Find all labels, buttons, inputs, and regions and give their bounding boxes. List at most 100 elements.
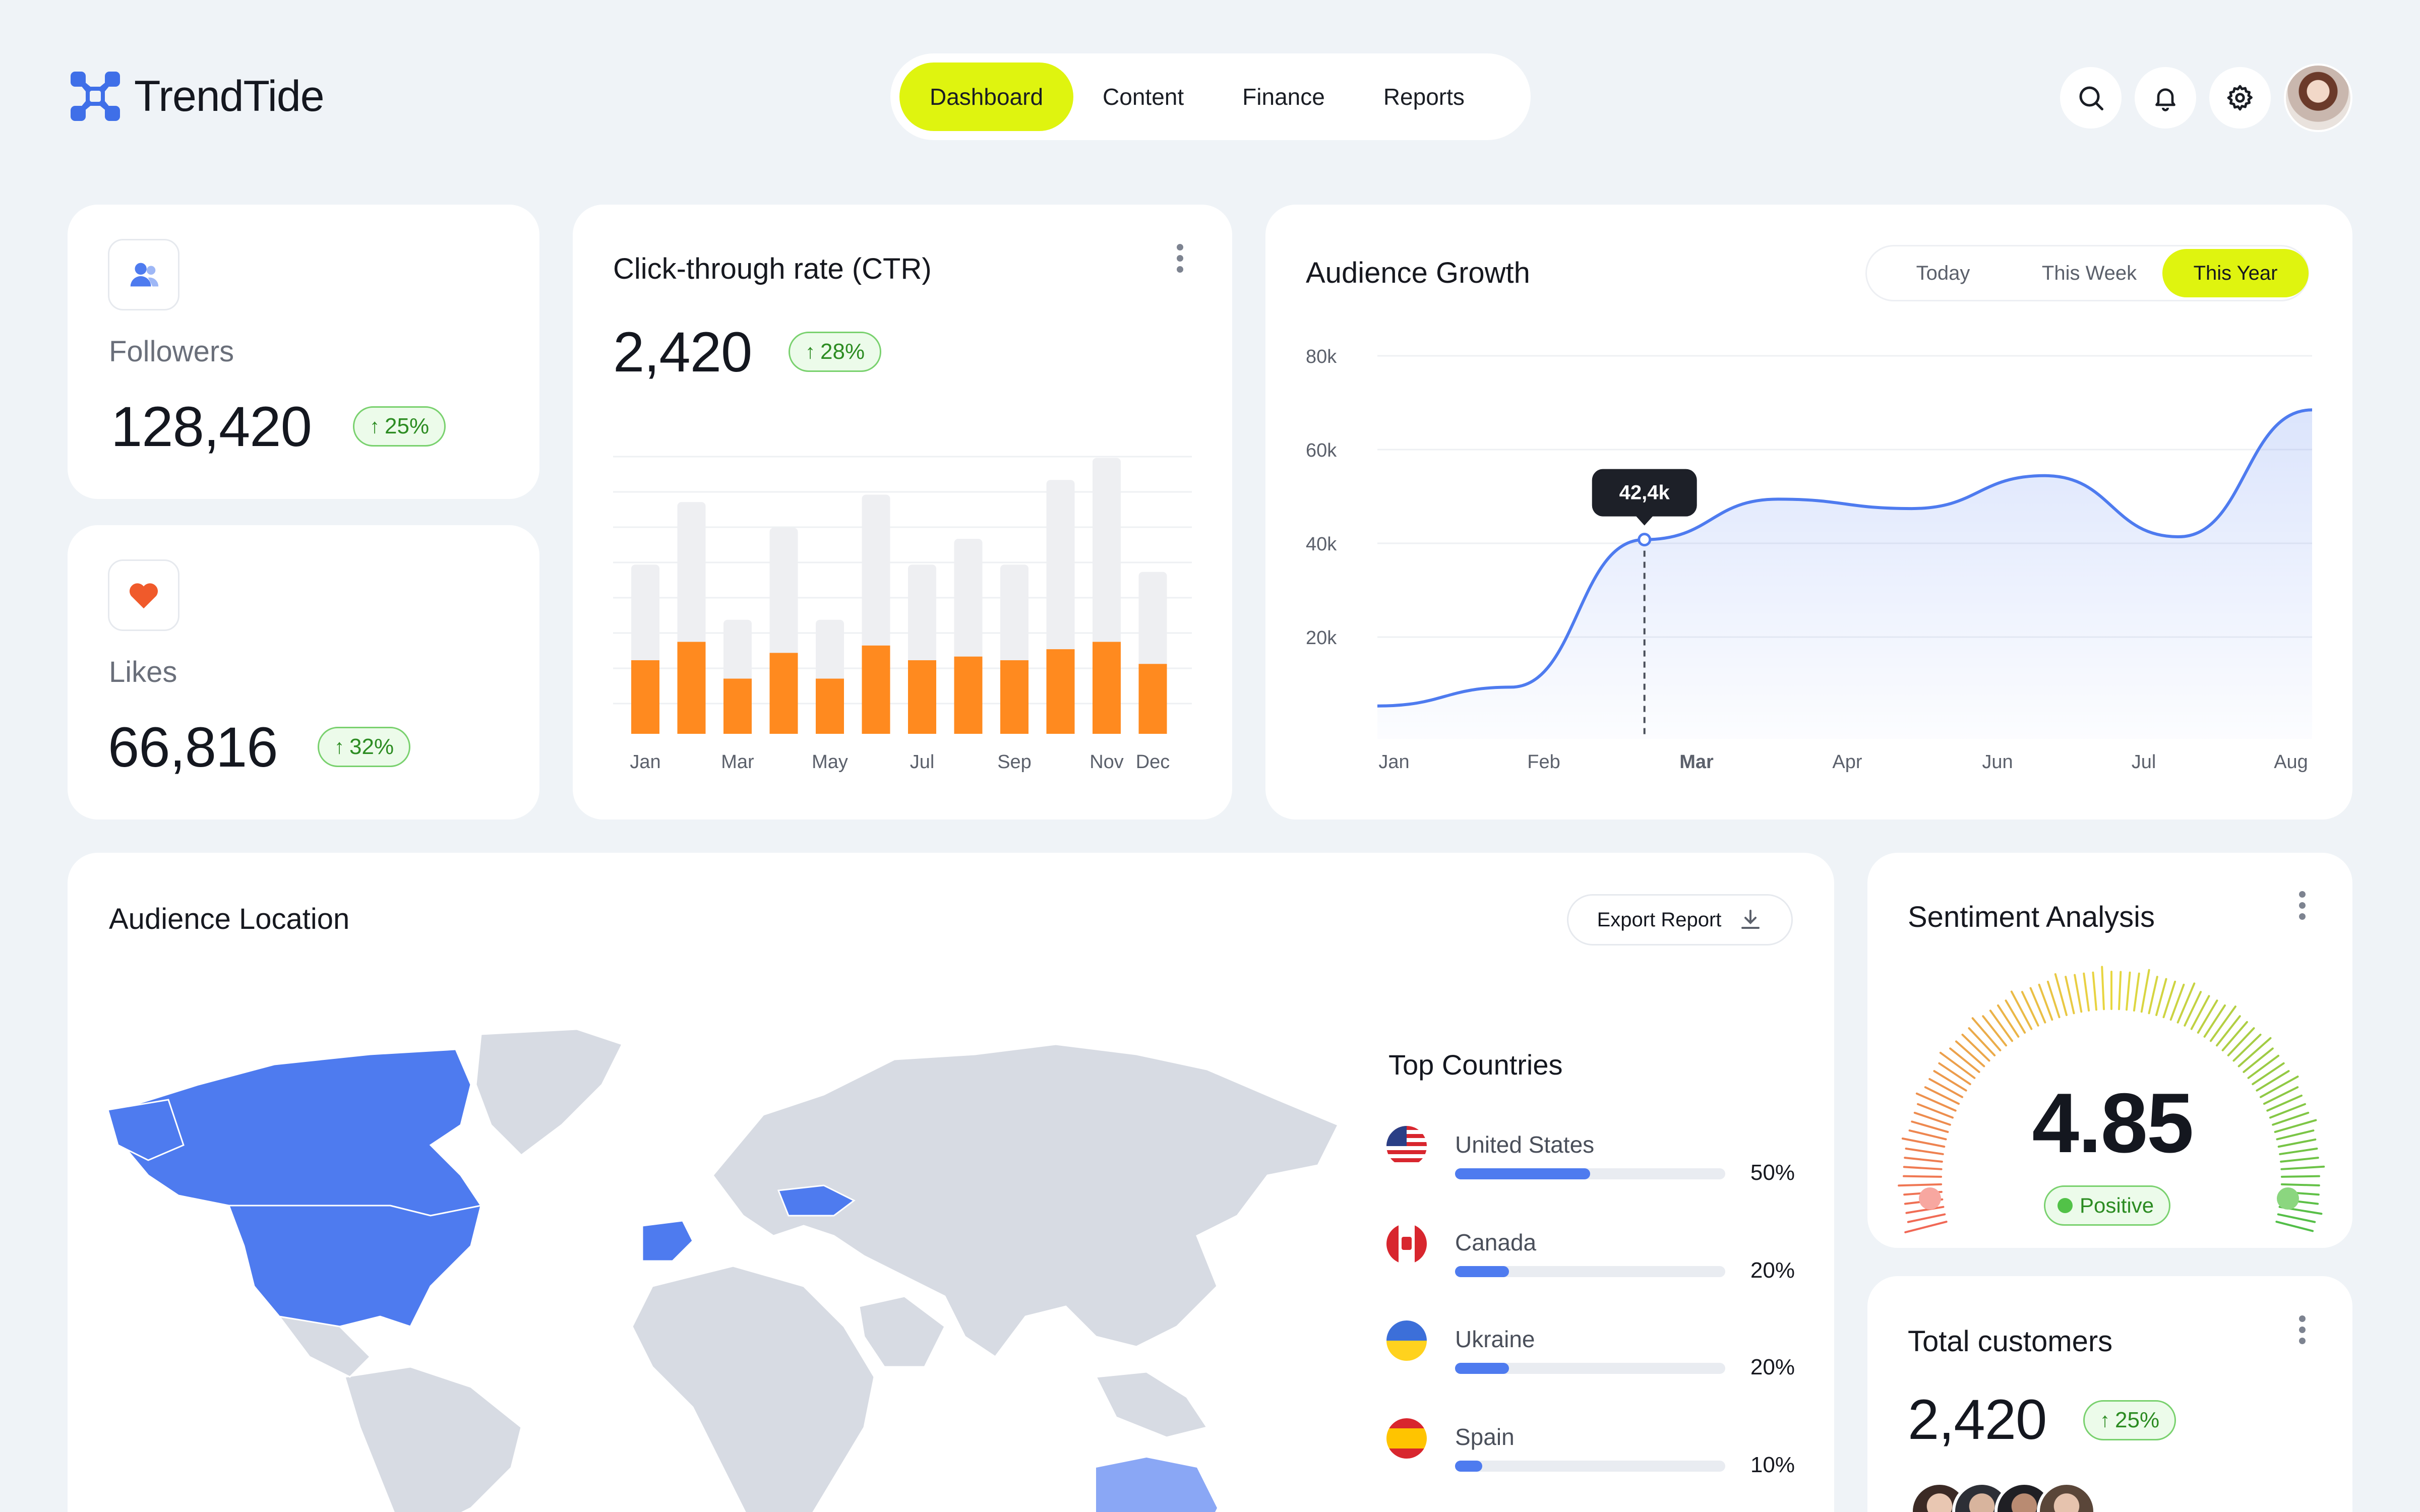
total-customers-more-button[interactable] bbox=[2299, 1315, 2306, 1344]
ctr-x-tick-label: Jan bbox=[630, 751, 660, 773]
ctr-value: 2,420 bbox=[613, 321, 752, 384]
search-button[interactable] bbox=[2060, 67, 2122, 129]
likes-value: 66,816 bbox=[108, 716, 278, 779]
gauge-tick bbox=[2190, 995, 2210, 1030]
heart-icon bbox=[129, 583, 158, 609]
ctr-bar-value bbox=[862, 645, 890, 734]
usa-shape bbox=[227, 1205, 482, 1328]
users-icon bbox=[130, 263, 159, 287]
sentiment-more-button[interactable] bbox=[2299, 891, 2306, 920]
gauge-tick bbox=[1905, 1147, 1944, 1155]
gauge-tick bbox=[1996, 1004, 2020, 1038]
gauge-tick bbox=[1915, 1092, 1957, 1112]
country-name: United States bbox=[1455, 1131, 1595, 1158]
notifications-button[interactable] bbox=[2135, 67, 2196, 129]
sentiment-card: Sentiment Analysis bbox=[1867, 853, 2352, 1248]
sad-face-icon bbox=[1919, 1187, 1941, 1210]
gauge-tick bbox=[1968, 1027, 1996, 1056]
ctr-bar-value bbox=[908, 660, 936, 734]
likes-icon-box bbox=[108, 559, 179, 631]
likes-change-badge: ↑ 32% bbox=[318, 727, 411, 767]
gauge-tick bbox=[1982, 1015, 2008, 1047]
gauge-tick bbox=[2277, 1138, 2317, 1148]
ctr-change-badge: ↑ 28% bbox=[789, 332, 882, 372]
gauge-tick bbox=[2279, 1147, 2318, 1155]
tab-finance[interactable]: Finance bbox=[1242, 84, 1325, 110]
likes-label: Likes bbox=[109, 656, 177, 688]
gauge-tick bbox=[2184, 991, 2202, 1027]
gauge-tick bbox=[2247, 1054, 2280, 1079]
gauge-tick bbox=[1961, 1033, 1990, 1062]
gauge-tick bbox=[2269, 1103, 2306, 1119]
gauge-tick bbox=[2272, 1111, 2310, 1126]
gauge-tick bbox=[2252, 1062, 2285, 1086]
audience-growth-area-chart: 80k 60k 40k 20k Jan Feb Mar Apr Jun Jul Aug 42,4k bbox=[1306, 346, 2313, 773]
country-pct: 20% bbox=[1750, 1355, 1795, 1379]
ctr-bar-value bbox=[1093, 642, 1121, 734]
gauge-tick bbox=[1904, 1157, 1943, 1163]
gauge-tick bbox=[2277, 1213, 2316, 1223]
gauge-tick bbox=[1904, 1221, 1948, 1233]
trendtide-logo-icon bbox=[71, 72, 120, 121]
ctr-bar-value bbox=[1046, 649, 1075, 734]
followers-change: 25% bbox=[385, 414, 430, 438]
app-logo[interactable]: TrendTide bbox=[68, 69, 325, 124]
country-bar-track bbox=[1455, 1168, 1725, 1179]
x-tick-label: Feb bbox=[1527, 751, 1560, 773]
settings-button[interactable] bbox=[2209, 67, 2271, 129]
export-report-button[interactable]: Export Report bbox=[1567, 894, 1793, 946]
ctr-more-button[interactable] bbox=[1177, 244, 1184, 273]
gauge-tick bbox=[2054, 973, 2068, 1016]
gauge-tick bbox=[1913, 1111, 1951, 1126]
tab-content[interactable]: Content bbox=[1103, 84, 1184, 110]
audience-growth-card: Audience Growth 80k 60k 40k 20k Jan Feb Mar Apr… bbox=[1265, 205, 2352, 820]
followers-change-badge: ↑ 25% bbox=[353, 406, 446, 447]
arrow-up-icon: ↑ bbox=[2100, 1409, 2110, 1431]
ctr-bar-value bbox=[769, 653, 798, 734]
gauge-tick bbox=[2256, 1070, 2290, 1092]
range-this-week[interactable]: This Week bbox=[2041, 262, 2137, 284]
spain-flag-icon bbox=[1386, 1418, 1427, 1459]
likes-change: 32% bbox=[349, 734, 394, 759]
ctr-x-tick-label: May bbox=[812, 751, 848, 773]
ctr-bar-chart: Jan Mar May Jul Sep Nov Dec bbox=[613, 456, 1192, 773]
total-customers-title: Total customers bbox=[1908, 1325, 2113, 1358]
tab-dashboard[interactable]: Dashboard bbox=[899, 62, 1074, 131]
gauge-tick bbox=[1955, 1040, 1985, 1067]
y-tick-label: 20k bbox=[1306, 627, 1337, 649]
gauge-tick bbox=[1971, 1017, 2002, 1051]
gauge-tick bbox=[1903, 1166, 1943, 1170]
gauge-tick bbox=[2126, 971, 2131, 1011]
audience-growth-title: Audience Growth bbox=[1306, 257, 1530, 289]
sentiment-title: Sentiment Analysis bbox=[1908, 901, 2155, 933]
gauge-tick bbox=[2280, 1157, 2319, 1163]
gauge-tick bbox=[1989, 1010, 2014, 1042]
gauge-tick bbox=[1911, 1120, 1949, 1133]
followers-label: Followers bbox=[109, 335, 234, 368]
gauge-tick bbox=[2215, 1015, 2241, 1047]
gauge-tick bbox=[2005, 999, 2026, 1034]
sentiment-gauge bbox=[1898, 966, 2325, 1233]
gauge-tick bbox=[1898, 1183, 1943, 1187]
range-this-year[interactable]: This Year bbox=[2162, 249, 2309, 297]
x-tick-label: Jul bbox=[2132, 751, 2156, 773]
tab-reports[interactable]: Reports bbox=[1383, 84, 1465, 110]
gauge-tick bbox=[2197, 999, 2218, 1034]
country-bar-fill bbox=[1455, 1461, 1482, 1472]
range-today[interactable]: Today bbox=[1916, 262, 1970, 284]
customer-avatars bbox=[1910, 1482, 2096, 1512]
gauge-tick bbox=[2148, 976, 2158, 1015]
gauge-tick bbox=[1924, 1086, 1960, 1105]
likes-card: Likes 66,816 ↑ 32% bbox=[68, 525, 539, 820]
ctr-bar-value bbox=[677, 642, 706, 734]
country-name: Canada bbox=[1455, 1229, 1537, 1255]
gauge-tick bbox=[2074, 974, 2083, 1013]
ctr-x-tick-label: Jul bbox=[910, 751, 935, 773]
country-row-united-states: United States 50% bbox=[1386, 1126, 1795, 1202]
gauge-tick bbox=[2083, 972, 2090, 1012]
search-icon bbox=[2079, 86, 2103, 110]
user-avatar[interactable] bbox=[2284, 64, 2352, 132]
greenland-shape bbox=[475, 1028, 624, 1156]
gauge-tick bbox=[1905, 1206, 1945, 1214]
gauge-tick bbox=[2243, 1047, 2274, 1073]
